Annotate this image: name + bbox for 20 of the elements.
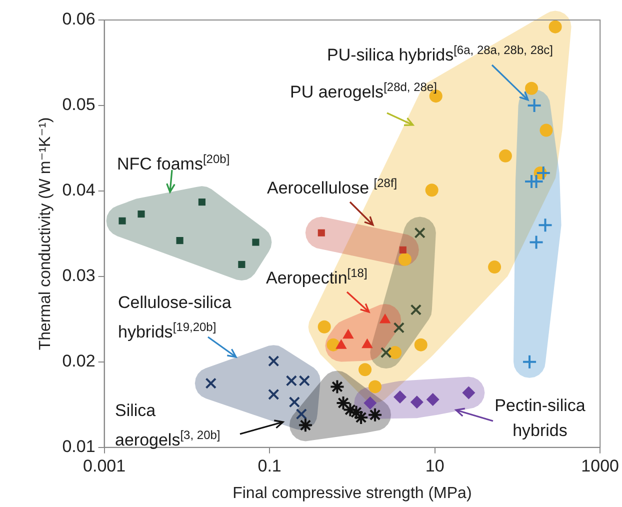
y-tick-label: 0.02 <box>62 352 96 371</box>
y-tick-label: 0.05 <box>62 95 96 114</box>
annotation: Aeropectin$^{[18]}$ <box>266 264 368 290</box>
annotation: Aerocellulose $^{[28f]}$ <box>267 174 398 200</box>
x-axis-title: Final compressive strength (MPa) <box>232 484 472 502</box>
x-tick-label: 0.001 <box>83 456 126 476</box>
annotation: Cellulose-silica hybrids$^{[19,20b]}$ <box>118 292 232 344</box>
annotation: PU-silica hybrids$^{[6a, 28a, 28b, 28c]}$ <box>327 42 554 66</box>
annotation: Pectin-silica hybrids <box>494 394 586 442</box>
x-tick-label: 0.1 <box>258 456 282 476</box>
y-tick-label: 0.06 <box>62 10 96 29</box>
y-axis-title: Thermal conductivity (W m⁻¹K⁻¹) <box>37 117 54 350</box>
annotation: NFC foams$^{[20b]}$ <box>117 150 230 176</box>
y-tick-label: 0.03 <box>62 266 96 286</box>
x-tick-label: 10 <box>425 456 444 476</box>
annotation: PU aerogels$^{[28d, 28e]}$ <box>290 78 437 104</box>
annotation: Silica aerogels$^{[3, 20b]}$ <box>115 400 220 452</box>
x-tick-label: 1000 <box>581 456 620 476</box>
y-tick-label: 0.01 <box>62 437 96 456</box>
y-tick-label: 0.04 <box>62 180 96 200</box>
